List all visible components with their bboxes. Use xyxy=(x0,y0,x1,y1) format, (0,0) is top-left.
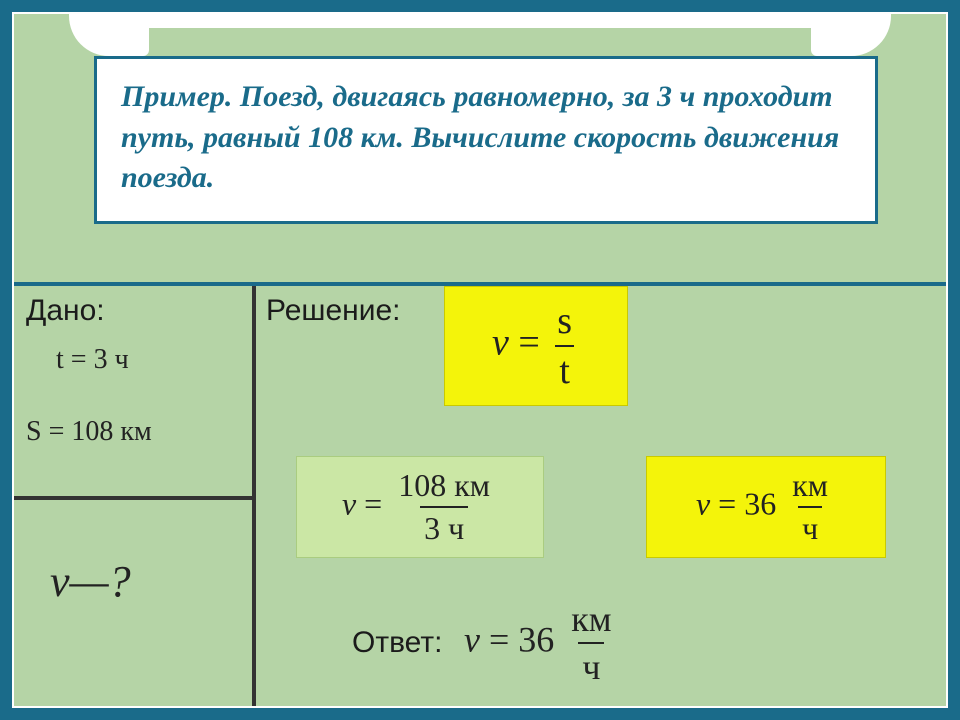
formula-calc-frac: 108 км 3 ч xyxy=(394,467,494,547)
solution-area: Дано: Решение: Ответ: t = 3 ч S = 108 км… xyxy=(14,282,946,706)
vertical-divider xyxy=(252,286,256,706)
answer-num: км xyxy=(567,598,615,642)
answer-expr: v = 36 км ч xyxy=(464,598,620,688)
answer-formula: v = 36 км ч xyxy=(464,598,744,688)
formula-result-frac: км ч xyxy=(788,467,832,547)
answer-val: 36 xyxy=(518,619,554,659)
formula-result-den: ч xyxy=(798,506,822,547)
formula-result-box: v = 36 км ч xyxy=(646,456,886,558)
eq-sign: = xyxy=(718,485,736,521)
problem-card: Пример. Поезд, двигаясь равномерно, за 3… xyxy=(94,56,878,224)
given-divider xyxy=(14,496,252,500)
answer-frac: км ч xyxy=(567,598,615,688)
label-solution: Решение: xyxy=(266,294,400,328)
formula-main-frac: s t xyxy=(553,299,576,393)
formula-result-num: км xyxy=(788,467,832,506)
eq-sign: = xyxy=(364,485,382,521)
ornament-left xyxy=(69,12,149,56)
formula-calc-num: 108 км xyxy=(394,467,494,506)
formula-result-val: 36 xyxy=(744,485,776,521)
given-find: v—? xyxy=(50,556,131,607)
formula-calc-box: v = 108 км 3 ч xyxy=(296,456,544,558)
formula-calc-lhs: v xyxy=(342,485,356,521)
formula-main-box: v = s t xyxy=(444,286,628,406)
formula-result: v = 36 км ч xyxy=(696,467,836,547)
ornament-top xyxy=(86,12,874,28)
label-answer: Ответ: xyxy=(352,626,442,660)
eq-sign: = xyxy=(489,619,509,659)
formula-calc-den: 3 ч xyxy=(420,506,468,547)
given-t: t = 3 ч xyxy=(56,344,129,376)
given-s: S = 108 км xyxy=(26,416,152,448)
ornament-right xyxy=(811,12,891,56)
problem-text: Пример. Поезд, двигаясь равномерно, за 3… xyxy=(121,77,851,199)
formula-calc: v = 108 км 3 ч xyxy=(342,467,498,547)
label-given: Дано: xyxy=(26,294,105,328)
formula-main-num: s xyxy=(553,299,576,345)
formula-main-lhs: v xyxy=(492,322,509,364)
formula-main-den: t xyxy=(555,345,574,393)
answer-den: ч xyxy=(578,642,604,688)
answer-lhs: v xyxy=(464,619,480,659)
slide-outer: Пример. Поезд, двигаясь равномерно, за 3… xyxy=(0,0,960,720)
formula-result-lhs: v xyxy=(696,485,710,521)
slide-frame: Пример. Поезд, двигаясь равномерно, за 3… xyxy=(12,12,948,708)
formula-main: v = s t xyxy=(492,299,580,393)
eq-sign: = xyxy=(518,322,539,364)
